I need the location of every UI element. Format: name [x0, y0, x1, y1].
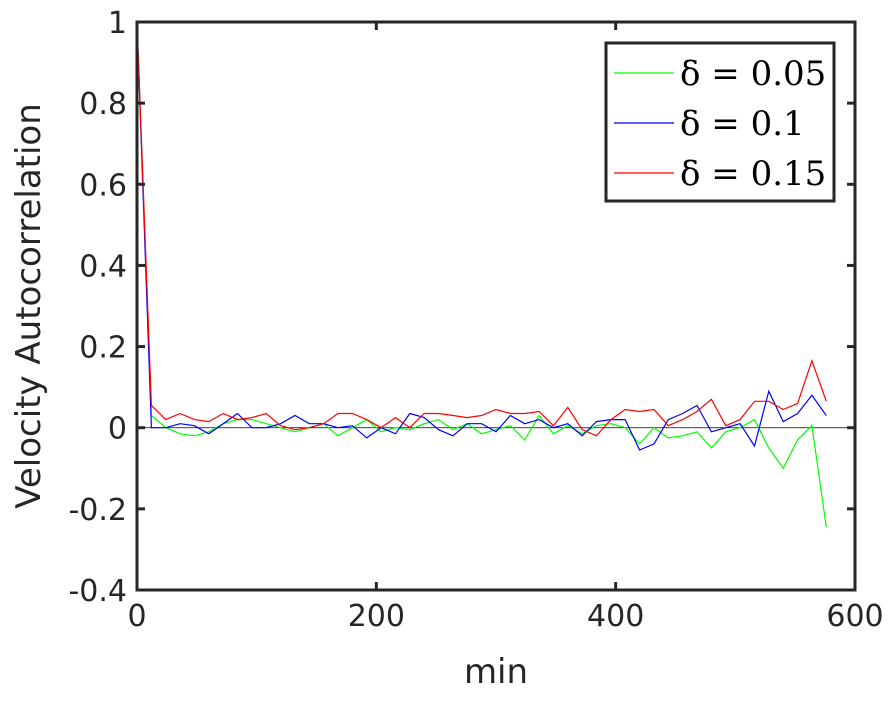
y-tick-label: 0.4 [79, 249, 127, 284]
y-axis-label: Velocity Autocorrelation [9, 103, 49, 509]
legend-label-2: δ = 0.1 [680, 104, 805, 144]
x-tick-label: 0 [127, 599, 146, 634]
y-tick-label: 1 [108, 6, 127, 41]
x-axis-label: min [464, 652, 528, 692]
series-line-2 [136, 21, 827, 451]
legend: δ = 0.05 δ = 0.1 δ = 0.15 [604, 41, 836, 203]
series-layer [136, 21, 827, 528]
y-tick-label: 0.2 [79, 331, 127, 366]
x-tick-label: 200 [348, 599, 405, 634]
x-tick-label: 400 [587, 599, 644, 634]
ticks-layer: 0 200 400 600 -0.4 -0.2 0 0.2 0.4 0.6 0.8 1 [68, 6, 883, 634]
legend-items: δ = 0.05 δ = 0.1 δ = 0.15 [614, 54, 826, 194]
plot-frame [135, 20, 857, 592]
y-tick-label: 0 [108, 412, 127, 447]
y-tick-label: 0.6 [79, 168, 127, 203]
series-line-1 [136, 21, 827, 528]
x-tick-label: 600 [826, 599, 883, 634]
y-tick-label: 0.8 [79, 87, 127, 122]
series-line-3 [136, 21, 827, 437]
y-tick-label: -0.2 [68, 493, 127, 528]
legend-label-1: δ = 0.05 [680, 54, 826, 94]
legend-label-3: δ = 0.15 [680, 154, 826, 194]
y-tick-label: -0.4 [68, 574, 127, 609]
legend-box [604, 41, 836, 203]
